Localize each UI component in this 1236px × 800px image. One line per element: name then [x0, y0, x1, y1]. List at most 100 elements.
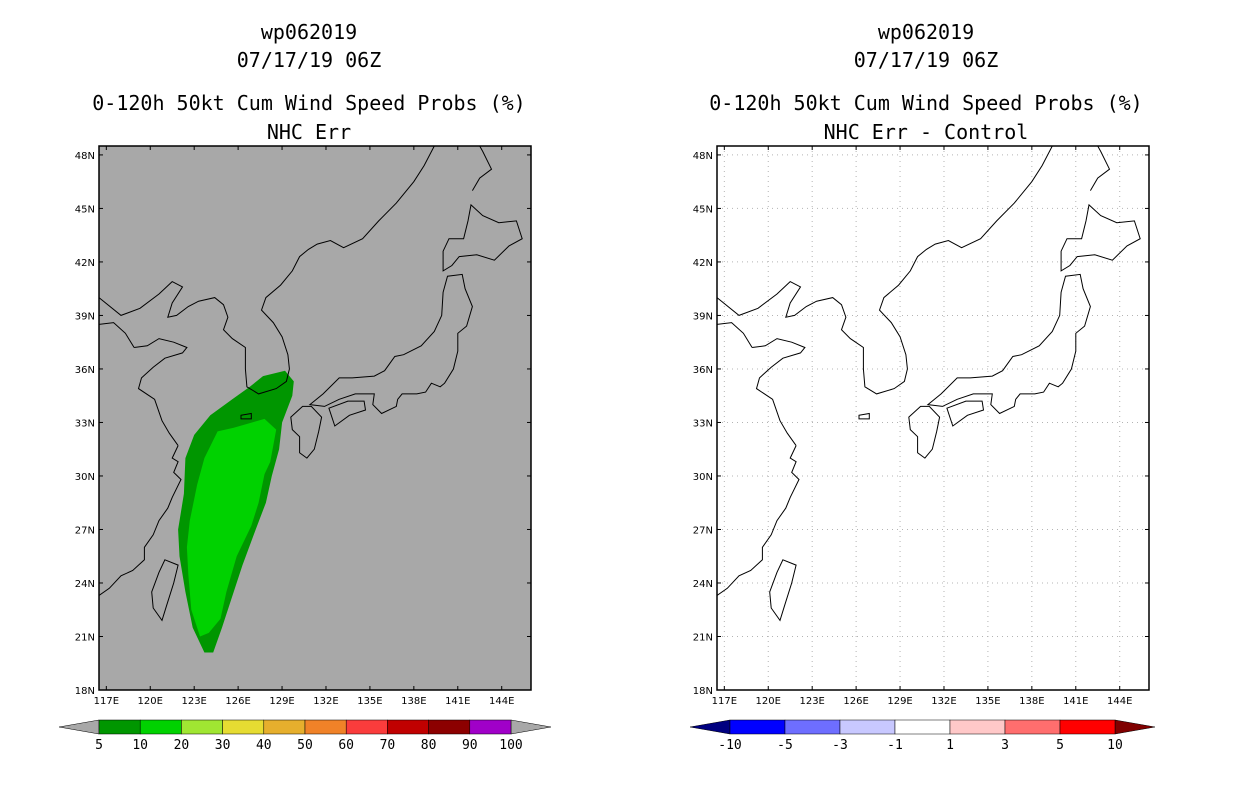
lon-label: 141E: [1063, 696, 1088, 707]
coastline-chinaCoast: [717, 445, 800, 596]
lon-label: 126E: [225, 696, 250, 707]
coastline-shandong: [134, 338, 188, 446]
lon-label: 129E: [269, 696, 294, 707]
right-product-title: 0-120h 50kt Cum Wind Speed Probs (%): [709, 91, 1143, 115]
lat-label: 27N: [693, 525, 713, 536]
coastline-shikoku: [946, 400, 985, 427]
colorbar-label: 20: [174, 738, 190, 753]
colorbar-swatch: [469, 719, 512, 735]
coastline-sakhalin: [1089, 146, 1111, 191]
colorbar-label: 90: [462, 738, 478, 753]
lon-label: 117E: [94, 696, 119, 707]
lat-label: 24N: [75, 579, 95, 590]
coastline-mainland: [717, 146, 1053, 395]
lon-label: 144E: [1107, 696, 1132, 707]
colorbar-right-arrow: [510, 719, 552, 735]
right-datetime: 07/17/19 06Z: [853, 48, 999, 72]
coastline-jeju: [240, 412, 252, 420]
lon-label: 132E: [313, 696, 338, 707]
coastline-bohai: [717, 322, 753, 348]
colorbar-swatch: [387, 719, 429, 735]
colorbar-label: -5: [777, 738, 793, 753]
lat-label: 48N: [693, 151, 713, 162]
lon-label: 120E: [756, 696, 781, 707]
colorbar-label: 30: [215, 738, 231, 753]
map-frame: [98, 145, 532, 691]
colorbar-label: 10: [132, 738, 148, 753]
colorbar-swatch: [1059, 719, 1116, 735]
colorbar-label: 40: [256, 738, 272, 753]
lat-label: 18N: [693, 686, 713, 697]
coastline-honshu: [926, 273, 1091, 415]
lon-label: 126E: [843, 696, 868, 707]
colorbar-label: 70: [380, 738, 396, 753]
colorbar-swatch: [222, 719, 265, 735]
lat-label: 42N: [75, 258, 95, 269]
map-background: [99, 146, 531, 690]
lat-label: 27N: [75, 525, 95, 536]
colorbar-swatch: [839, 719, 896, 735]
colorbar-label: -1: [887, 738, 903, 753]
coastline-hokkaido: [1060, 203, 1141, 272]
lon-label: 138E: [1019, 696, 1044, 707]
coastline-jeju: [858, 412, 870, 420]
lat-label: 33N: [75, 418, 95, 429]
lat-label: 45N: [693, 204, 713, 215]
colorbar-label: -10: [718, 738, 741, 753]
lat-label: 39N: [693, 311, 713, 322]
colorbar-label: 1: [946, 738, 954, 753]
colorbar-left-arrow: [689, 719, 731, 735]
colorbar-swatch: [304, 719, 347, 735]
colorbar-label: 60: [338, 738, 354, 753]
colorbar-swatch: [263, 719, 306, 735]
lon-label: 135E: [357, 696, 382, 707]
colorbar-label: 3: [1001, 738, 1009, 753]
map-frame: [716, 145, 1150, 691]
coastline-bohai: [99, 322, 135, 348]
colorbar-swatch: [729, 719, 786, 735]
lat-label: 33N: [693, 418, 713, 429]
lon-label: 138E: [401, 696, 426, 707]
lat-label: 42N: [693, 258, 713, 269]
colorbar-label: 100: [499, 738, 522, 753]
colorbar-swatch: [1004, 719, 1061, 735]
lat-label: 48N: [75, 151, 95, 162]
lat-label: 39N: [75, 311, 95, 322]
coastline-kyushu: [290, 405, 323, 459]
lon-label: 123E: [181, 696, 206, 707]
right-colorbar: -10 -5 -3 -1 1 3 5 10: [689, 719, 1156, 753]
coastline-chinaCoast: [99, 445, 182, 596]
coastline-mainland: [99, 146, 435, 395]
lon-label: 129E: [887, 696, 912, 707]
lat-label: 45N: [75, 204, 95, 215]
colorbar-label: 5: [1056, 738, 1064, 753]
lon-label: 141E: [445, 696, 470, 707]
lat-label: 24N: [693, 579, 713, 590]
colorbar-label: -3: [832, 738, 848, 753]
colorbar-swatch: [784, 719, 841, 735]
lat-label: 30N: [75, 472, 95, 483]
lat-label: 30N: [693, 472, 713, 483]
lon-label: 144E: [489, 696, 514, 707]
colorbar-swatch: [949, 719, 1006, 735]
colorbar-label: 10: [1107, 738, 1123, 753]
coastline-shandong: [752, 338, 806, 446]
colorbar-swatch: [98, 719, 141, 735]
coastline-hokkaido: [442, 203, 523, 272]
lon-label: 123E: [799, 696, 824, 707]
colorbar-swatch: [428, 719, 471, 735]
coastline-kyushu: [908, 405, 941, 459]
coastline-shikoku: [328, 400, 367, 427]
left-subtitle: NHC Err: [266, 120, 352, 144]
left-datetime: 07/17/19 06Z: [236, 48, 382, 72]
right-subtitle: NHC Err - Control: [823, 120, 1029, 144]
coastline-sakhalin: [471, 146, 493, 191]
colorbar-label: 50: [297, 738, 313, 753]
coastline-taiwan: [151, 559, 179, 622]
lat-label: 18N: [75, 686, 95, 697]
lon-label: 117E: [712, 696, 737, 707]
left-colorbar: 5 10 20 30 40 50 60 70 80 90 100: [58, 719, 552, 753]
prob-10-contour: [186, 418, 277, 637]
colorbar-swatch: [139, 719, 182, 735]
